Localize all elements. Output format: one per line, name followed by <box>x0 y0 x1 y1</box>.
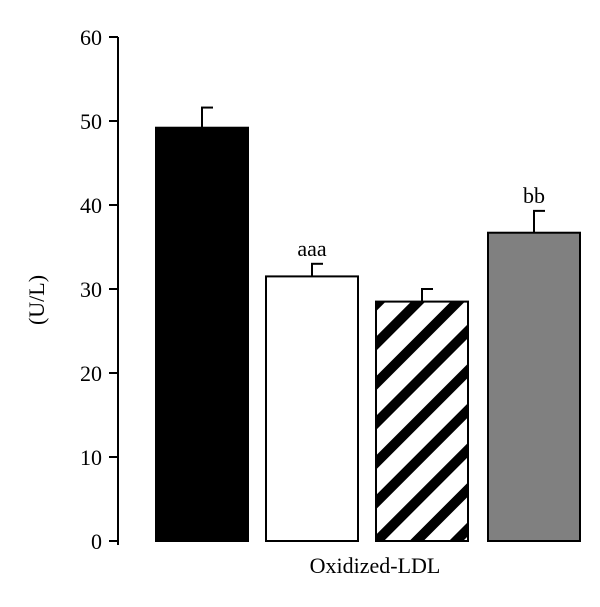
y-tick-label: 40 <box>80 193 102 218</box>
error-bars-group <box>201 106 545 302</box>
bar-4 <box>487 231 581 542</box>
y-axis-title: (U/L) <box>24 275 49 325</box>
bar-1 <box>155 126 249 542</box>
y-tick-label: 0 <box>91 529 102 554</box>
significance-label-2: aaa <box>297 236 327 261</box>
bar-2 <box>265 275 359 542</box>
y-tick-label: 50 <box>80 109 102 134</box>
y-tick-label: 30 <box>80 277 102 302</box>
bar-3 <box>375 300 469 542</box>
y-axis: 0 10 20 30 40 50 60 <box>80 25 119 554</box>
significance-label-4: bb <box>523 183 545 208</box>
y-tick-label: 60 <box>80 25 102 50</box>
bars-group <box>155 126 581 542</box>
x-axis-title: Oxidized-LDL <box>310 553 441 578</box>
significance-labels-group: aaa bb <box>297 183 545 261</box>
y-tick-label: 10 <box>80 445 102 470</box>
y-tick-label: 20 <box>80 361 102 386</box>
